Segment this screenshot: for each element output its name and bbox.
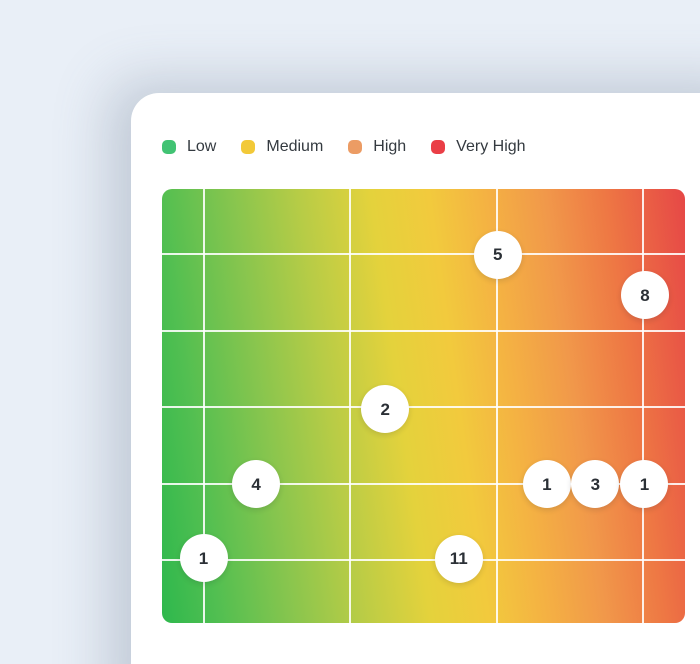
legend-low-label: Low [187, 138, 217, 155]
legend-item-low[interactable]: Low [162, 139, 216, 155]
horizontal-gridline [162, 483, 685, 486]
data-point-bubble[interactable]: 4 [232, 460, 281, 509]
vertical-gridline [202, 189, 205, 623]
legend-medium-label: Medium [266, 138, 324, 155]
horizontal-gridline [162, 329, 685, 332]
data-point-bubble[interactable]: 1 [522, 460, 571, 509]
legend-low-dot-icon [162, 140, 176, 154]
data-point-value: 3 [590, 474, 601, 494]
data-point-bubble[interactable]: 11 [434, 534, 483, 583]
data-point-value: 1 [542, 474, 552, 494]
legend-high-dot-icon [348, 140, 363, 154]
data-point-value: 11 [449, 549, 468, 569]
data-point-bubble[interactable]: 1 [179, 534, 228, 583]
horizontal-gridline [162, 559, 685, 562]
legend-medium-dot-icon [241, 140, 256, 154]
data-point-value: 4 [251, 474, 261, 494]
data-point-bubble[interactable]: 8 [620, 271, 669, 320]
data-point-bubble[interactable]: 2 [361, 385, 410, 434]
vertical-gridline [349, 189, 352, 623]
horizontal-gridline [162, 406, 685, 409]
legend-item-medium[interactable]: Medium [241, 139, 323, 155]
vertical-gridline [495, 189, 498, 623]
data-point-value: 2 [380, 399, 390, 419]
legend-very-high-dot-icon [431, 140, 446, 154]
chart-legend: Low Medium High Very High [162, 139, 526, 155]
horizontal-gridline [162, 253, 685, 256]
vertical-gridline [642, 189, 645, 623]
data-point-bubble[interactable]: 5 [473, 230, 522, 279]
legend-item-very-high[interactable]: Very High [431, 138, 526, 155]
data-point-value: 1 [198, 548, 209, 568]
data-point-bubble[interactable]: 1 [620, 460, 669, 509]
data-point-bubble[interactable]: 3 [571, 460, 620, 509]
data-point-value: 1 [639, 474, 650, 494]
data-point-value: 5 [493, 245, 503, 265]
risk-matrix-card: Low Medium High Very High 5 8 2 4 1 3 1 1 11 [131, 93, 700, 664]
risk-matrix-chart: 5 8 2 4 1 3 1 1 11 [162, 189, 685, 623]
legend-very-high-label: Very High [456, 138, 526, 155]
legend-item-high[interactable]: High [348, 139, 406, 155]
data-point-value: 8 [640, 285, 650, 305]
legend-high-label: High [373, 138, 407, 155]
